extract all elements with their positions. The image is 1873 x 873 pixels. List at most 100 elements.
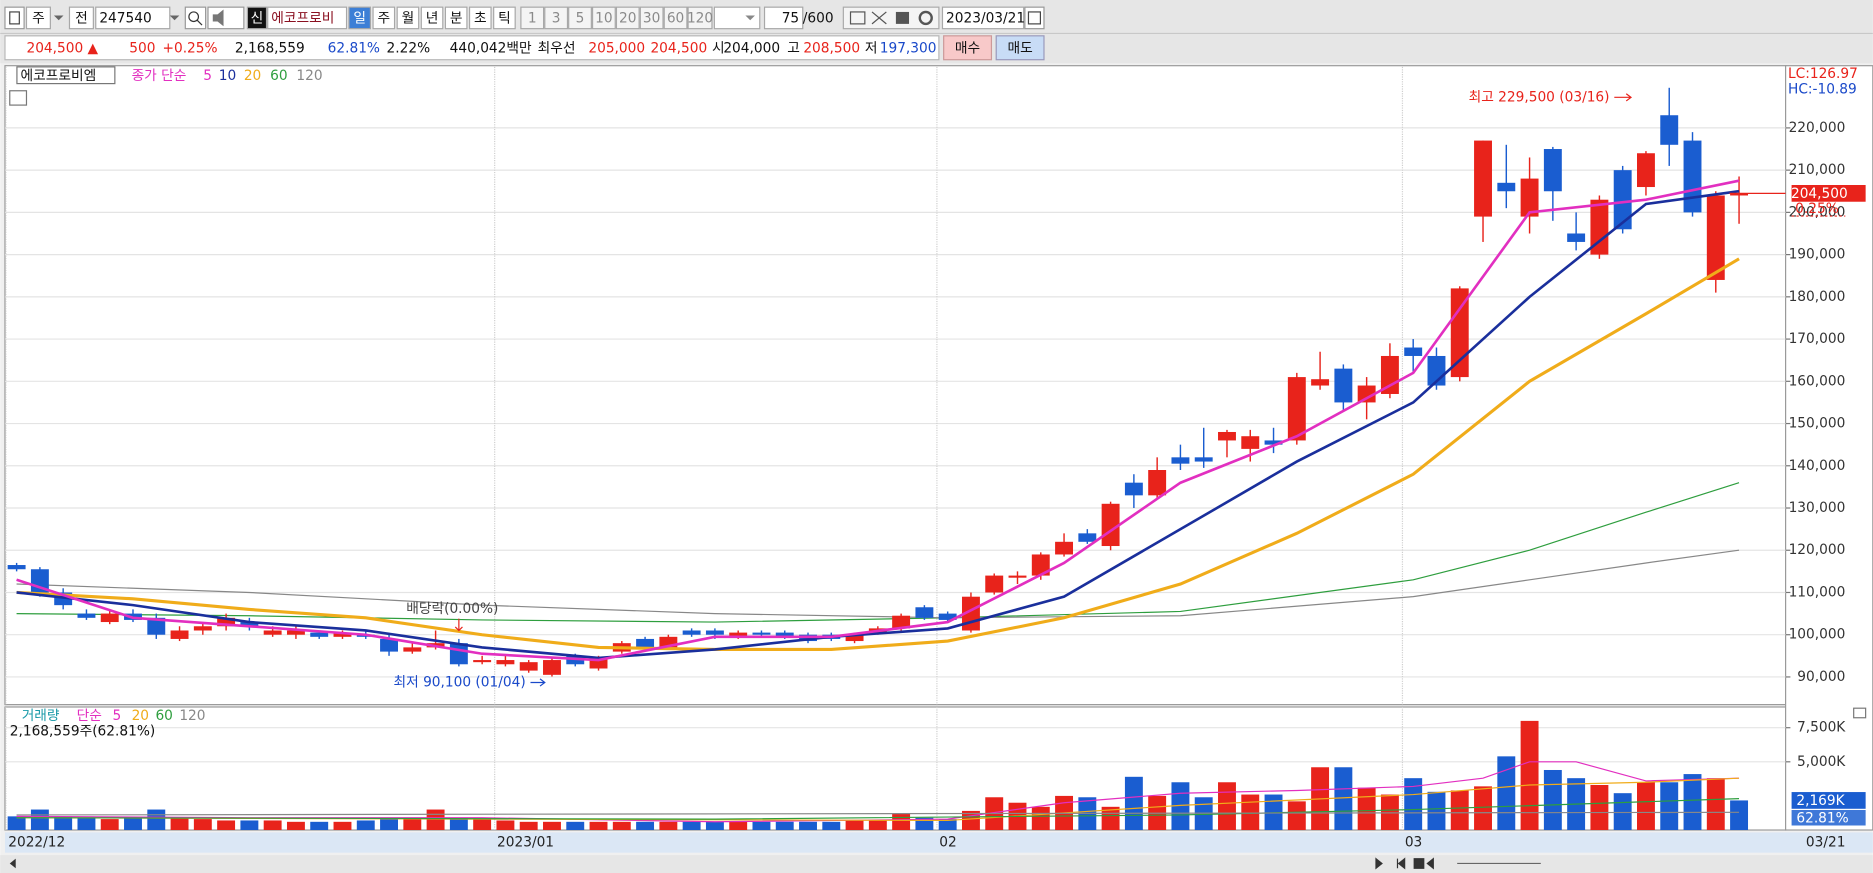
toolbar-button[interactable] [348,6,372,30]
toolbar-label: /600 [803,11,834,27]
volume-bar [1171,782,1190,831]
toolbar-button[interactable] [95,6,171,30]
tool-icons[interactable] [842,6,940,30]
toolbar-button[interactable] [615,6,640,30]
toolbar-button[interactable] [763,6,804,30]
toolbar-button[interactable] [372,6,396,30]
x-axis-strip [4,832,1873,853]
toolbar-label: 20 [619,11,636,27]
volume-bar [426,809,445,831]
scroll-left[interactable] [9,858,16,869]
volume-bar [1520,720,1539,831]
sound-button[interactable] [207,6,245,30]
candle-body [729,632,748,637]
volume-bar [496,820,515,831]
candle-body [519,662,538,671]
volume-pane [4,706,1787,831]
sell-button[interactable] [995,35,1045,61]
volume-bar [589,821,608,831]
toolbar-label: 일 [353,11,366,27]
quote-low: 197,300 [880,40,937,56]
candle-body [473,660,492,663]
search-button[interactable] [184,6,207,30]
volume-bar [636,821,655,831]
toolbar-button[interactable] [468,6,492,30]
legend-title: 거래량 [22,708,60,724]
toolbar-button[interactable] [493,6,516,30]
x-tick-label: 02 [939,835,956,851]
candle-body [1031,554,1050,576]
y-tick-label: 110,000 [1789,584,1846,600]
candle-body [1194,457,1213,462]
toolbar-button[interactable] [941,6,1025,30]
candle-body [1008,575,1027,578]
candle-body [1404,347,1423,356]
toolbar-button[interactable] [396,6,420,30]
volume-bar [1590,784,1609,831]
candle-body [705,630,724,635]
volume-bar [1357,787,1376,831]
y-tick-label: 150,000 [1789,416,1846,432]
dropdown[interactable] [713,6,761,30]
toolbar-button[interactable] [68,6,94,30]
toolbar-button[interactable] [420,6,444,30]
volume-bar [1218,782,1236,831]
toolbar-button[interactable] [663,6,688,30]
candle-body [915,607,934,618]
pane-close[interactable] [1853,707,1867,719]
candle-body [1078,533,1097,542]
toolbar-label: 틱 [498,11,511,27]
candle-body [1264,440,1283,445]
quote-best-label: 최우선 [538,40,576,56]
quote-change-rate: +0.25% [162,40,217,56]
volume-bar [380,817,398,831]
toolbar-label: 75 [782,11,799,27]
candle-body [217,617,236,627]
volume-bar [845,820,864,831]
legend-box [16,66,116,85]
calendar-button[interactable] [1024,6,1045,30]
quote-bid: 204,500 [650,40,707,56]
candle-body [1730,193,1749,196]
volume-bar [1683,774,1702,831]
settings-icon [918,10,933,26]
volume-bar [333,821,352,831]
toolbar-label: 전 [75,11,88,27]
scroll-controls[interactable] [1375,857,1434,870]
candle-body [1148,470,1167,496]
volume-bar [147,809,166,831]
toolbar-button[interactable] [25,6,51,30]
toolbar-label: 30 [643,11,660,27]
toolbar-label: 에코프로비 [271,11,334,27]
volume-bar [310,821,329,831]
quote-low-label: 저 [865,40,878,56]
buy-button[interactable] [943,35,993,61]
scrollbar[interactable] [0,855,1873,873]
volume-bar [543,821,561,831]
dropdown-arrow [745,15,755,21]
legend-entry: 5 [112,708,121,724]
toolbar-button[interactable] [687,6,713,30]
toolbar-label: 2023/03/21 [946,11,1025,27]
sound-icon [212,9,224,27]
candle-body [170,630,189,639]
candle-body [636,638,655,648]
change-label: 0.25% [1795,201,1839,217]
toolbar-button[interactable] [591,6,616,30]
toolbar-button[interactable] [246,6,268,30]
toolbar-button[interactable] [520,6,545,30]
candle-body [1590,199,1609,255]
volume-bar [240,820,259,831]
menu-icon[interactable] [4,6,25,30]
quote-price: 204,500 ▲ [26,40,98,56]
last-price-label: 204,500 [1791,186,1848,202]
candle-body [310,632,329,637]
toolbar-button[interactable] [568,6,592,30]
toolbar-button[interactable] [267,6,348,30]
toolbar-button[interactable] [544,6,569,30]
toolbar-button[interactable] [444,6,468,30]
volume-bar [7,816,26,831]
toolbar-button[interactable] [639,6,664,30]
grid-icon[interactable] [9,90,28,106]
